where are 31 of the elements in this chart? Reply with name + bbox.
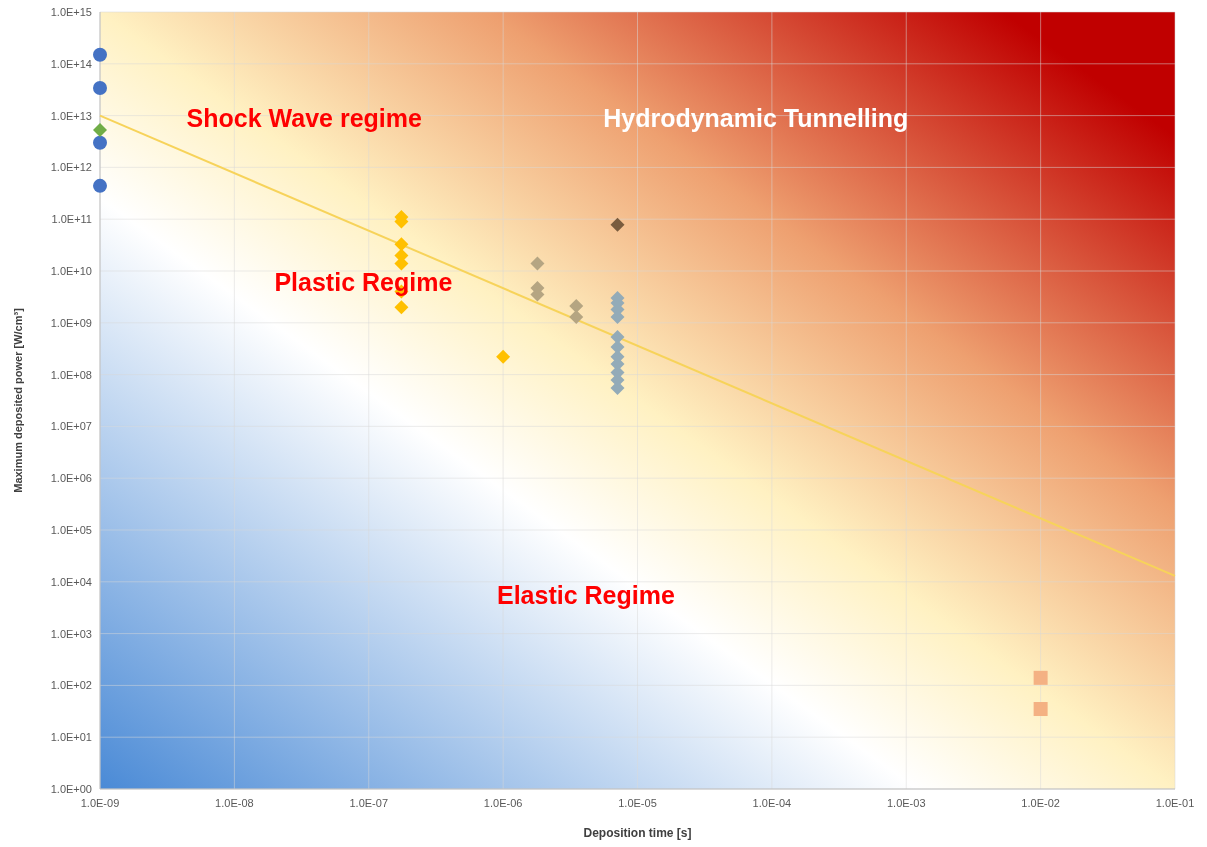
y-tick-label: 1.0E+11 [51,213,92,226]
y-tick-label: 1.0E+03 [50,627,92,640]
y-tick-label: 1.0E+13 [50,109,92,122]
x-tick-label: 1.0E-09 [80,797,120,809]
y-tick-label: 1.0E+15 [50,6,92,18]
y-tick-label: 1.0E+10 [50,265,92,277]
annotation: Hydrodynamic Tunnelling [603,104,909,133]
x-tick-label: 1.0E-06 [483,797,523,809]
x-tick-label: 1.0E-04 [752,797,792,809]
y-tick-label: 1.0E+02 [50,679,92,692]
x-tick-label: 1.0E-05 [618,797,657,809]
y-tick-label: 1.0E+12 [50,161,92,174]
y-tick-label: 1.0E+14 [50,57,92,70]
y-tick-label: 1.0E+07 [50,420,92,433]
y-tick-label: 1.0E+00 [50,783,92,795]
y-tick-label: 1.0E+06 [50,472,92,485]
y-tick-label: 1.0E+08 [50,368,92,381]
y-tick-label: 1.0E+05 [50,524,92,536]
annotation: Plastic Regime [274,267,453,296]
y-axis-title: Maximum deposited power [W/cm³] [12,307,24,493]
x-tick-label: 1.0E-01 [1155,797,1195,809]
x-tick-label: 1.0E-08 [215,797,254,809]
y-tick-label: 1.0E+01 [50,731,92,744]
annotation: Elastic Regime [496,580,675,609]
y-tick-label: 1.0E+04 [50,575,92,588]
x-tick-label: 1.0E-07 [349,797,389,809]
x-axis-title: Deposition time [s] [583,826,692,840]
x-tick-label: 1.0E-03 [886,797,926,809]
x-tick-label: 1.0E-02 [1021,797,1060,809]
y-tick-label: 1.0E+09 [50,316,92,329]
annotation: Shock Wave regime [186,104,422,133]
